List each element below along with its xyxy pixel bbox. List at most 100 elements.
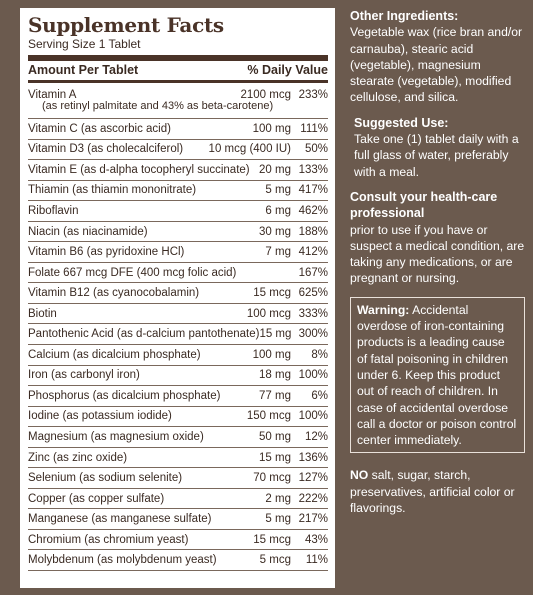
- nutrient-daily-value: 136%: [298, 451, 328, 464]
- daily-value-header: % Daily Value: [247, 63, 328, 77]
- nutrient-daily-value: 127%: [298, 472, 328, 485]
- nutrient-detail: (as pyridoxine HCl): [86, 246, 185, 259]
- nutrient-label: Calcium (as dicalcium phosphate): [28, 349, 253, 361]
- nutrient-detail: 667 mcg DFE (400 mcg folic acid): [63, 266, 237, 279]
- warning-title: Warning:: [357, 302, 410, 317]
- warning-paragraph: Warning: Accidental overdose of iron-con…: [357, 302, 518, 449]
- nutrient-daily-value: 217%: [298, 513, 328, 526]
- serving-size: Serving Size 1 Tablet: [28, 37, 141, 51]
- nutrient-name: Vitamin C: [28, 122, 78, 135]
- facts-column-header: Amount Per Tablet % Daily Value: [28, 61, 328, 83]
- nutrient-detail: (as zinc oxide): [52, 451, 128, 464]
- nutrient-label: Vitamin B12 (as cyanocobalamin): [28, 287, 253, 299]
- nutrient-label: Manganese (as manganese sulfate): [28, 513, 265, 525]
- nutrient-daily-value: 6%: [311, 389, 328, 402]
- nutrient-name: Zinc: [28, 451, 50, 464]
- nutrient-row: Vitamin D3 (as cholecalciferol) 10 mcg (4…: [28, 140, 328, 161]
- nutrient-row: Thiamin (as thiamin mononitrate) 5 mg 417%: [28, 181, 328, 202]
- nutrient-name: Niacin: [28, 225, 60, 238]
- nutrient-amount: 77 mg: [259, 389, 291, 402]
- nutrient-detail: (as molybdenum yeast): [97, 554, 217, 567]
- nutrient-name: Vitamin E: [28, 163, 78, 176]
- nutrient-row: Zinc (as zinc oxide) 15 mg 136%: [28, 448, 328, 469]
- nutrient-amount: 5 mcg: [259, 554, 291, 567]
- nutrient-name: Vitamin B12: [28, 287, 90, 300]
- nutrient-name: Biotin: [28, 307, 57, 320]
- nutrient-row: Iodine (as potassium iodide) 150 mcg 100%: [28, 407, 328, 428]
- nutrient-label: Folate 667 mcg DFE (400 mcg folic acid): [28, 267, 291, 279]
- nutrient-detail: (as dicalcium phosphate): [72, 348, 201, 361]
- nutrient-daily-value: 12%: [304, 430, 328, 443]
- nutrient-name: Chromium: [28, 533, 82, 546]
- warning-box: Warning: Accidental overdose of iron-con…: [350, 296, 525, 454]
- nutrient-detail: (as retinyl palmitate and 43% as beta-ca…: [42, 100, 274, 112]
- nutrient-row: Molybdenum (as molybdenum yeast) 5 mcg 11%: [28, 550, 328, 572]
- nutrient-row: Niacin (as niacinamide) 30 mg 188%: [28, 222, 328, 243]
- nutrient-label: Thiamin (as thiamin mononitrate): [28, 184, 265, 196]
- nutrient-row: Selenium (as sodium selenite) 70 mcg 127%: [28, 468, 328, 489]
- nutrient-daily-value: 625%: [298, 287, 328, 300]
- nutrient-row: Folate 667 mcg DFE (400 mcg folic acid) 1…: [28, 263, 328, 284]
- nutrient-amount: 20 mg: [259, 163, 291, 176]
- nutrient-amount: 15 mcg: [253, 287, 291, 300]
- facts-title: Supplement Facts: [28, 13, 224, 37]
- nutrient-amount: 10 mcg (400 IU): [208, 143, 291, 156]
- nutrient-detail: (as manganese sulfate): [91, 513, 212, 526]
- nutrient-amount: 7 mg: [265, 246, 291, 259]
- nutrient-amount: 18 mg: [259, 369, 291, 382]
- nutrient-name: Manganese: [28, 513, 89, 526]
- nutrient-label: Vitamin D3 (as cholecalciferol): [28, 143, 209, 155]
- nutrient-daily-value: 462%: [298, 204, 328, 217]
- nutrient-detail: (as thiamin mononitrate): [72, 184, 197, 197]
- nutrient-label: Molybdenum (as molybdenum yeast): [28, 554, 260, 566]
- nutrient-detail: (as potassium iodide): [62, 410, 172, 423]
- side-info: Other Ingredients: Vegetable wax (rice b…: [350, 8, 525, 525]
- nutrient-detail: (as ascorbic acid): [80, 122, 171, 135]
- nutrient-name: Magnesium: [28, 430, 88, 443]
- nutrient-label: Vitamin B6 (as pyridoxine HCl): [28, 246, 265, 258]
- nutrient-label: Niacin (as niacinamide): [28, 226, 259, 238]
- warning-text: Accidental overdose of iron-containing p…: [357, 302, 517, 448]
- nutrient-detail: (as d-alpha tocopheryl succinate): [80, 163, 250, 176]
- nutrient-row: Vitamin B6 (as pyridoxine HCl) 7 mg 412%: [28, 242, 328, 263]
- no-additives-paragraph: NO salt, sugar, starch, preservatives, a…: [350, 467, 525, 516]
- nutrient-name: Iodine: [28, 410, 60, 423]
- nutrient-name: Iron: [28, 369, 48, 382]
- nutrient-label: Zinc (as zinc oxide): [28, 452, 259, 464]
- nutrient-daily-value: 333%: [298, 307, 328, 320]
- nutrient-name: Copper: [28, 492, 66, 505]
- supplement-facts-panel: Supplement Facts Serving Size 1 Tablet A…: [20, 8, 335, 588]
- nutrient-row: Biotin 100 mcg 333%: [28, 304, 328, 325]
- consult-text: prior to use if you have or suspect a me…: [350, 222, 525, 286]
- nutrient-amount: 15 mg: [259, 328, 292, 341]
- nutrient-name: Calcium: [28, 348, 70, 361]
- nutrient-row: Iron (as carbonyl iron) 18 mg 100%: [28, 366, 328, 387]
- nutrient-row: Phosphorus (as dicalcium phosphate) 77 mg…: [28, 386, 328, 407]
- nutrient-label: Pantothenic Acid (as d-calcium pantothen…: [28, 328, 259, 340]
- nutrient-daily-value: 133%: [298, 163, 328, 176]
- nutrient-daily-value: 412%: [298, 246, 328, 259]
- nutrient-daily-value: 167%: [298, 266, 328, 279]
- nutrient-daily-value: 11%: [305, 554, 328, 567]
- nutrient-daily-value: 50%: [304, 143, 328, 156]
- nutrient-amount: 100 mg: [252, 348, 291, 361]
- nutrient-label: Iodine (as potassium iodide): [28, 410, 247, 422]
- nutrient-amount: 30 mg: [259, 225, 291, 238]
- nutrient-amount: 50 mg: [259, 430, 291, 443]
- nutrient-amount: 6 mg: [265, 204, 291, 217]
- nutrient-amount: 100 mg: [252, 122, 291, 135]
- nutrient-amount: 5 mg: [265, 513, 291, 526]
- nutrient-detail: (as chromium yeast): [84, 533, 189, 546]
- suggested-use: Suggested Use: Take one (1) tablet daily…: [350, 115, 525, 180]
- nutrient-row: Calcium (as dicalcium phosphate) 100 mg 8%: [28, 345, 328, 366]
- nutrient-detail: (as d-calcium pantothenate): [116, 328, 260, 341]
- nutrient-detail: (as magnesium oxide): [90, 430, 204, 443]
- nutrient-name: Thiamin: [28, 184, 69, 197]
- other-ingredients-title: Other Ingredients:: [350, 9, 459, 23]
- nutrient-row: Magnesium (as magnesium oxide) 50 mg 12%: [28, 427, 328, 448]
- nutrient-row: Vitamin C (as ascorbic acid) 100 mg 111%: [28, 119, 328, 140]
- nutrient-amount: 70 mcg: [253, 472, 291, 485]
- nutrient-label: Chromium (as chromium yeast): [28, 534, 253, 546]
- no-text: salt, sugar, starch, preservatives, arti…: [350, 468, 515, 516]
- nutrient-row: Pantothenic Acid (as d-calcium pantothen…: [28, 324, 328, 346]
